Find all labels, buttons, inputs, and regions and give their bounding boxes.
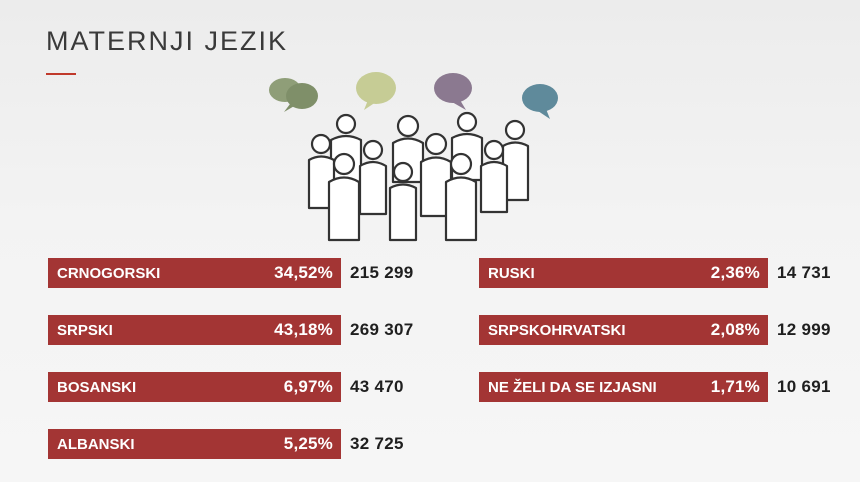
language-name: SRPSKOHRVATSKI	[488, 321, 626, 339]
speech-bubbles	[269, 72, 558, 119]
language-bar: RUSKI 2,36%	[479, 258, 768, 288]
speech-bubble-green-icon	[269, 78, 318, 112]
language-count: 215 299	[350, 263, 414, 282]
person-icon	[358, 139, 388, 216]
language-bar: BOSANSKI 6,97%	[48, 372, 341, 402]
language-percent: 2,36%	[710, 263, 760, 282]
language-row-ruski: RUSKI 2,36% 14 731	[479, 258, 831, 288]
person-icon	[327, 152, 361, 242]
person-icon	[479, 139, 509, 214]
language-name: SRPSKI	[57, 321, 113, 339]
language-percent: 5,25%	[283, 434, 333, 453]
language-row-bosanski: BOSANSKI 6,97% 43 470	[48, 372, 404, 402]
language-percent: 34,52%	[274, 263, 333, 282]
language-row-srpski: SRPSKI 43,18% 269 307	[48, 315, 414, 345]
language-count: 12 999	[777, 320, 831, 339]
language-bar: ALBANSKI 5,25%	[48, 429, 341, 459]
language-name: BOSANSKI	[57, 378, 137, 396]
page-title: MATERNJI JEZIK	[46, 26, 289, 56]
language-bar: SRPSKOHRVATSKI 2,08%	[479, 315, 768, 345]
person-icon	[307, 133, 336, 210]
language-bar: NE ŽELI DA SE IZJASNI 1,71%	[479, 372, 768, 402]
language-count: 14 731	[777, 263, 831, 282]
language-percent: 1,71%	[710, 377, 760, 396]
person-icon	[501, 119, 530, 202]
language-row-srpskohrvatski: SRPSKOHRVATSKI 2,08% 12 999	[479, 315, 831, 345]
people-group-with-speech-bubbles-icon	[269, 72, 558, 242]
language-name: RUSKI	[488, 264, 535, 282]
language-name: CRNOGORSKI	[57, 264, 161, 282]
language-count: 269 307	[350, 320, 414, 339]
language-percent: 43,18%	[274, 320, 333, 339]
language-row-crnogorski: CRNOGORSKI 34,52% 215 299	[48, 258, 414, 288]
language-percent: 6,97%	[283, 377, 333, 396]
language-count: 43 470	[350, 377, 404, 396]
speech-bubble-olive-icon	[356, 72, 396, 110]
person-icon	[388, 161, 418, 242]
language-count: 10 691	[777, 377, 831, 396]
language-row-ne-zeli-da-se-izjasni: NE ŽELI DA SE IZJASNI 1,71% 10 691	[479, 372, 831, 402]
language-name: NE ŽELI DA SE IZJASNI	[488, 378, 657, 396]
people-figures	[307, 111, 530, 242]
language-bar: CRNOGORSKI 34,52%	[48, 258, 341, 288]
person-icon	[444, 152, 478, 242]
language-name: ALBANSKI	[57, 435, 135, 453]
language-percent: 2,08%	[710, 320, 760, 339]
speech-bubble-purple-icon	[434, 73, 472, 110]
speech-bubble-teal-icon	[522, 84, 558, 119]
language-row-albanski: ALBANSKI 5,25% 32 725	[48, 429, 404, 459]
language-bar: SRPSKI 43,18%	[48, 315, 341, 345]
title-underline	[46, 73, 76, 75]
language-count: 32 725	[350, 434, 404, 453]
